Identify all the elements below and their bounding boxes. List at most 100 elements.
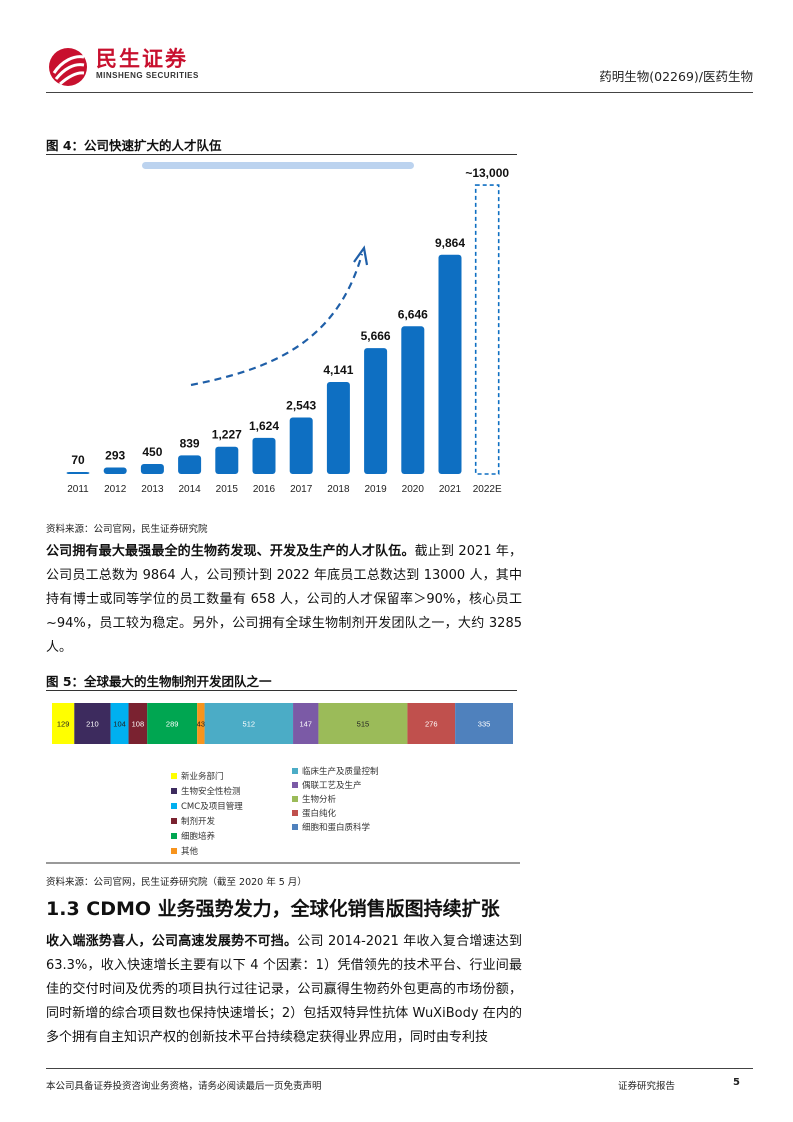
data-label: 293 bbox=[105, 448, 125, 462]
revenue-paragraph: 收入端涨势喜人，公司高速发展势不可挡。公司 2014-2021 年收入复合增速达… bbox=[46, 930, 522, 1050]
brand-name-en: MINSHENG SECURITIES bbox=[96, 71, 199, 80]
segment-label: 335 bbox=[478, 720, 491, 729]
bar bbox=[103, 467, 127, 474]
segment-label: 210 bbox=[86, 720, 99, 729]
legend-swatch bbox=[292, 768, 298, 774]
x-tick-label: 2022E bbox=[473, 484, 502, 495]
bar bbox=[66, 472, 90, 474]
data-label: 6,646 bbox=[398, 307, 428, 321]
data-label: 1,624 bbox=[249, 419, 279, 433]
trend-arrow-line bbox=[190, 253, 364, 387]
legend-entry: CMC及项目管理 bbox=[181, 801, 243, 812]
revenue-paragraph-body: 公司 2014-2021 年收入复合增速达到 63.3%，收入快速增长主要有以下… bbox=[46, 934, 522, 1045]
bar-estimated bbox=[474, 184, 500, 475]
talent-paragraph-body: 截止到 2021 年，公司员工总数为 9864 人，公司预计到 2022 年底员… bbox=[46, 544, 522, 655]
bar bbox=[140, 464, 164, 474]
x-tick-label: 2016 bbox=[253, 484, 276, 495]
stacked-segment bbox=[407, 703, 456, 744]
data-label: ~13,000 bbox=[465, 166, 509, 180]
legend-entry: 其他 bbox=[181, 846, 199, 857]
figure4-source: 资料来源：公司官网，民生证券研究院 bbox=[46, 524, 208, 535]
legend-swatch bbox=[171, 818, 177, 824]
stacked-segment bbox=[293, 703, 319, 744]
segment-label: 108 bbox=[132, 720, 145, 729]
talent-paragraph: 公司拥有最大最强最全的生物药发现、开发及生产的人才队伍。截止到 2021 年，公… bbox=[46, 540, 522, 660]
legend-entry: 蛋白纯化 bbox=[302, 808, 337, 819]
legend-swatch bbox=[171, 773, 177, 779]
x-tick-label: 2013 bbox=[141, 484, 164, 495]
legend-swatch bbox=[171, 848, 177, 854]
data-label: 70 bbox=[71, 453, 85, 467]
legend-entry: 细胞和蛋白质科学 bbox=[302, 822, 371, 833]
data-label: 1,227 bbox=[212, 428, 242, 442]
x-tick-label: 2018 bbox=[327, 484, 350, 495]
stacked-segment bbox=[455, 703, 513, 744]
segment-label: 289 bbox=[166, 720, 179, 729]
footer-report-type: 证券研究报告 bbox=[618, 1081, 676, 1092]
stacked-segment bbox=[52, 703, 75, 744]
talent-paragraph-lead: 公司拥有最大最强最全的生物药发现、开发及生产的人才队伍。 bbox=[46, 544, 415, 559]
stacked-segment bbox=[318, 703, 408, 744]
legend-entry: 制剂开发 bbox=[181, 816, 216, 827]
stacked-segment bbox=[110, 703, 129, 744]
bar bbox=[178, 455, 202, 474]
legend-entry: 新业务部门 bbox=[181, 771, 224, 782]
x-tick-label: 2015 bbox=[216, 484, 239, 495]
legend-entry: 偶联工艺及生产 bbox=[302, 780, 362, 791]
stacked-segment bbox=[74, 703, 111, 744]
x-tick-label: 2020 bbox=[402, 484, 425, 495]
stacked-segment bbox=[128, 703, 148, 744]
x-tick-label: 2014 bbox=[178, 484, 201, 495]
stacked-segment bbox=[204, 703, 294, 744]
legend-swatch bbox=[171, 803, 177, 809]
legend-entry: 细胞培养 bbox=[181, 831, 216, 842]
data-label: 450 bbox=[142, 445, 162, 459]
figure5-source: 资料来源：公司官网，民生证券研究院（截至 2020 年 5 月） bbox=[46, 877, 307, 888]
header-divider bbox=[46, 92, 753, 93]
chart-banner-strip bbox=[142, 162, 414, 169]
revenue-paragraph-lead: 收入端涨势喜人，公司高速发展势不可挡。 bbox=[46, 934, 298, 949]
data-label: 5,666 bbox=[361, 329, 391, 343]
legend-entry: 生物分析 bbox=[302, 794, 337, 805]
segment-label: 104 bbox=[113, 720, 126, 729]
stacked-segment bbox=[147, 703, 198, 744]
x-tick-label: 2011 bbox=[67, 484, 89, 495]
x-tick-label: 2017 bbox=[290, 484, 313, 495]
bar bbox=[438, 254, 462, 474]
bar bbox=[252, 437, 276, 474]
bar bbox=[289, 417, 313, 474]
data-label: 839 bbox=[180, 436, 200, 450]
bar bbox=[215, 446, 239, 474]
segment-label: 129 bbox=[57, 720, 70, 729]
legend-swatch bbox=[171, 833, 177, 839]
segment-label: 43 bbox=[197, 720, 205, 729]
legend-swatch bbox=[171, 788, 177, 794]
footer-disclaimer: 本公司具备证券投资咨询业务资格，请务必阅读最后一页免责声明 bbox=[46, 1081, 322, 1092]
figure5-title-rule bbox=[46, 690, 517, 691]
figure4-title-rule bbox=[46, 154, 517, 155]
stacked-segment bbox=[197, 703, 205, 744]
segment-label: 515 bbox=[357, 720, 370, 729]
segment-label: 512 bbox=[243, 720, 256, 729]
segment-label: 276 bbox=[425, 720, 438, 729]
legend-entry: 临床生产及质量控制 bbox=[302, 766, 379, 777]
segment-label: 147 bbox=[299, 720, 312, 729]
trend-arrow-head bbox=[353, 245, 369, 266]
x-tick-label: 2019 bbox=[364, 484, 387, 495]
staff-growth-bar-chart: 70 2011 293 2012 450 2013 839 2014 1,227 2015 1,62… bbox=[66, 162, 509, 495]
bar bbox=[326, 381, 350, 474]
brand-name-cn: 民生证券 bbox=[96, 47, 188, 71]
figure4-title: 图 4：公司快速扩大的人才队伍 bbox=[46, 138, 222, 153]
section-heading: 1.3 CDMO 业务强势发力，全球化销售版图持续扩张 bbox=[46, 898, 500, 920]
team-composition-stacked-bar: 129 210 104 108 289 43 512 147 515 276 335 新业务部门生物安… bbox=[46, 703, 520, 864]
data-label: 2,543 bbox=[286, 398, 316, 412]
legend-swatch bbox=[292, 810, 298, 816]
bar bbox=[401, 326, 425, 474]
bar bbox=[364, 348, 388, 474]
legend-swatch bbox=[292, 824, 298, 830]
legend-swatch bbox=[292, 796, 298, 802]
data-label: 4,141 bbox=[323, 363, 353, 377]
legend-entry: 生物安全性检测 bbox=[181, 786, 241, 797]
legend-swatch bbox=[292, 782, 298, 788]
x-tick-label: 2012 bbox=[104, 484, 127, 495]
